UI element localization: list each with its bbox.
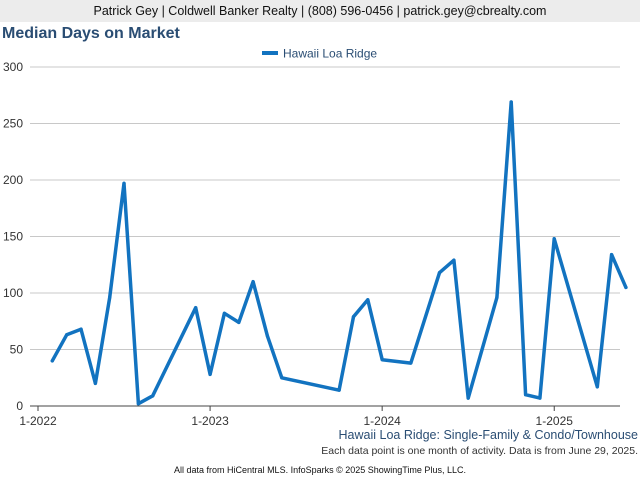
data-point [523,393,528,397]
data-point [466,396,470,400]
data-point [93,381,97,385]
data-point [237,320,241,324]
data-point [108,295,112,300]
x-tick-label: 1-2022 [19,414,57,428]
data-point [351,315,356,319]
data-point [409,361,413,365]
legend: Hawaii Loa Ridge [262,47,377,61]
y-tick-label: 200 [3,173,23,187]
data-point [251,280,255,284]
data-point [452,258,456,262]
data-point [222,311,227,315]
x-tick-label: 1-2025 [536,414,574,428]
data-point [538,396,542,400]
gridlines [30,66,620,350]
x-axis: 1-2022 1-2023 1-2024 1-2025 [19,405,620,428]
contact-header: Patrick Gey | Coldwell Banker Realty | (… [0,0,640,22]
data-point [337,388,341,392]
y-tick-label: 0 [16,399,23,413]
series-layer [50,100,628,406]
data-point [495,295,499,300]
data-point [265,334,270,338]
data-point [151,394,155,398]
chart-subtitle: Hawaii Loa Ridge: Single-Family & Condo/… [338,428,638,442]
data-point [79,327,83,331]
data-credit: All data from HiCentral MLS. InfoSparks … [174,465,466,475]
data-point [624,285,628,289]
legend-label: Hawaii Loa Ridge [283,47,377,61]
data-point [610,252,614,257]
data-point [208,372,212,376]
data-point [595,385,599,389]
x-tick-label: 1-2024 [363,414,401,428]
data-point [122,181,126,185]
series-line-hawaii-loa-ridge [50,100,628,406]
data-point [509,100,513,104]
y-tick-label: 150 [3,230,23,244]
y-tick-label: 50 [10,343,24,357]
data-point [50,359,54,363]
y-tick-label: 300 [3,60,23,74]
y-tick-label: 100 [3,286,23,300]
data-note: Each data point is one month of activity… [321,445,638,457]
data-point [194,306,198,310]
data-point [552,237,556,241]
data-point [380,358,384,362]
y-axis: 0 50 100 150 200 250 300 [3,60,23,413]
page-title: Median Days on Market [2,25,180,42]
data-point [65,333,69,337]
y-tick-label: 250 [3,117,23,131]
x-tick-label: 1-2023 [191,414,229,428]
data-point [437,271,442,275]
data-point [280,376,284,380]
data-point [366,298,370,302]
data-point [136,402,140,406]
